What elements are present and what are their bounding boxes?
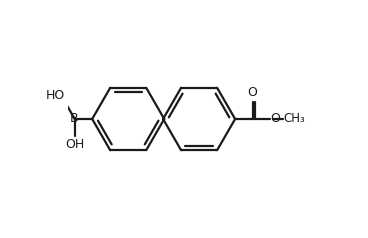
Text: CH₃: CH₃ (283, 113, 305, 125)
Text: O: O (248, 86, 258, 99)
Text: B: B (69, 113, 78, 125)
Text: OH: OH (65, 138, 84, 151)
Text: HO: HO (46, 89, 65, 102)
Text: O: O (271, 113, 280, 125)
